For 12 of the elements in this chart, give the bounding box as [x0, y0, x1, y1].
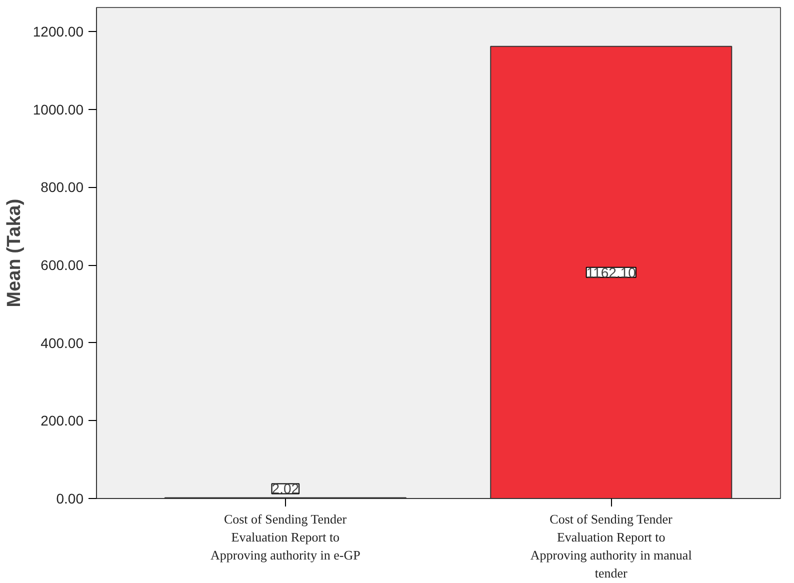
- y-tick-label: 400.00: [40, 334, 84, 351]
- data-label: 1162.10: [586, 264, 636, 280]
- y-axis-title: Mean (Taka): [4, 198, 25, 308]
- y-tick-label: 0.00: [56, 490, 84, 506]
- y-tick-label: 800.00: [40, 179, 84, 196]
- y-tick-label: 1200.00: [32, 24, 84, 40]
- x-tick-label: Cost of Sending Tender Evaluation Report to Approving authority in e-GP: [210, 512, 360, 562]
- data-label: 2.02: [272, 480, 300, 497]
- x-tick-label: Cost of Sending Tender Evaluation Report to Approving authority in manual tender: [530, 512, 692, 580]
- y-tick-label: 200.00: [40, 412, 84, 429]
- y-tick-label: 600.00: [40, 257, 84, 274]
- y-tick-label: 1000.00: [32, 101, 84, 118]
